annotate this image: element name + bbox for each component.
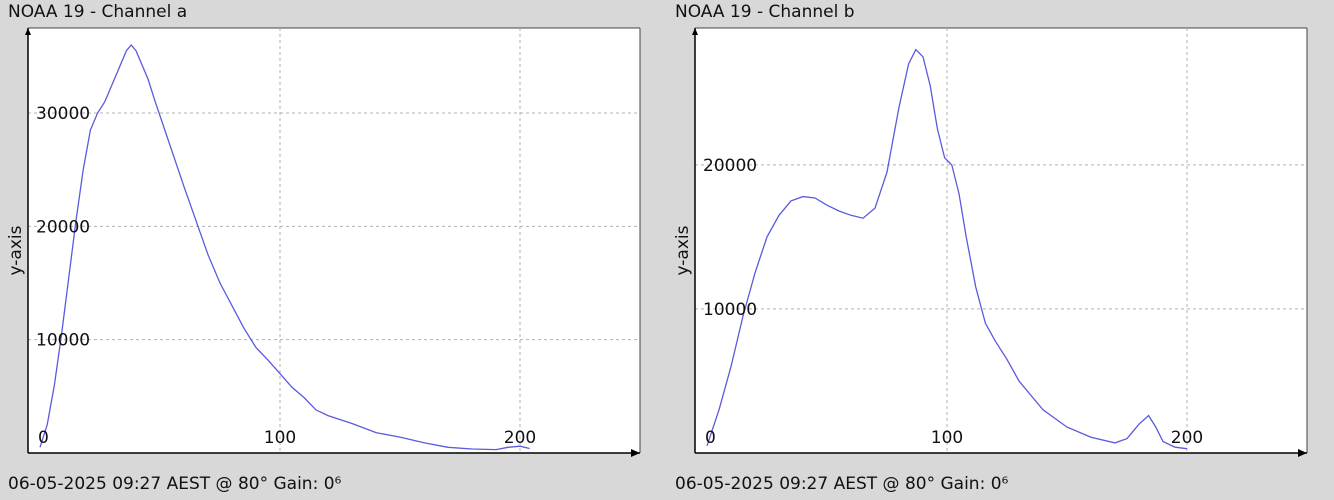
- chart-panel-b: NOAA 19 - Channel b 0 100 200 10000 20000 y-a…: [667, 0, 1334, 500]
- plot-background: [28, 28, 640, 453]
- x-axis-arrow: [631, 449, 640, 457]
- x-axis-arrow: [1298, 449, 1307, 457]
- y-tick-label: 30000: [36, 104, 90, 124]
- y-tick-label: 10000: [36, 331, 90, 351]
- x-tick-label: 0: [38, 428, 49, 448]
- chart-plot-a: 0 100 200 10000 20000 30000 y-axis: [6, 27, 641, 457]
- y-tick-label: 20000: [703, 156, 757, 176]
- y-axis-arrow: [692, 28, 698, 35]
- x-tick-label: 0: [705, 428, 716, 448]
- x-tick-label: 100: [264, 428, 296, 448]
- series-line: [706, 48, 1188, 450]
- series-line: [39, 43, 530, 451]
- chart-title: NOAA 19 - Channel a: [8, 2, 188, 22]
- chart-footer: 06-05-2025 09:27 AEST @ 80° Gain: 0⁶: [8, 474, 342, 494]
- x-tick-label: 100: [931, 428, 963, 448]
- x-tick-label: 200: [1171, 428, 1203, 448]
- y-tick-label: 10000: [703, 300, 757, 320]
- plot-background: [695, 28, 1307, 453]
- x-tick-label: 200: [504, 428, 536, 448]
- chart-plot-b: 0 100 200 10000 20000 y-axis: [673, 27, 1308, 457]
- y-axis-label: y-axis: [673, 225, 693, 275]
- y-axis-arrow: [25, 28, 31, 35]
- y-tick-label: 20000: [36, 217, 90, 237]
- chart-footer: 06-05-2025 09:27 AEST @ 80° Gain: 0⁶: [675, 474, 1009, 494]
- chart-panel-a: NOAA 19 - Channel a 0 100 200 10000 20000 300…: [6, 2, 641, 494]
- y-axis-label: y-axis: [6, 225, 26, 275]
- chart-title: NOAA 19 - Channel b: [675, 2, 855, 22]
